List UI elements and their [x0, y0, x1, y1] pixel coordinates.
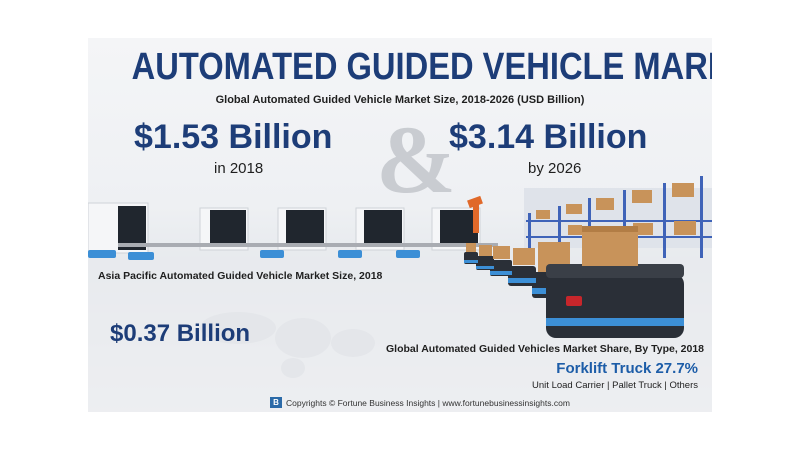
- machine-stations: [88, 202, 498, 254]
- agv-convoy: [464, 226, 684, 338]
- robot-arm: [467, 195, 483, 233]
- warehouse-illustration: [88, 176, 712, 412]
- page-title: AUTOMATED GUIDED VEHICLE MARKET: [131, 46, 712, 88]
- market-2018-label: in 2018: [214, 160, 264, 177]
- asia-pacific-value: $0.37 Billion: [110, 320, 251, 347]
- market-2018-value: $1.53 Billion: [134, 118, 333, 156]
- other-types: Unit Load Carrier | Pallet Truck | Other…: [532, 380, 698, 391]
- infographic-card: AUTOMATED GUIDED VEHICLE MARKET Global A…: [88, 38, 712, 412]
- ampersand-graphic: &: [376, 106, 456, 213]
- small-agvs: [88, 250, 420, 260]
- market-2026-label: by 2026: [528, 160, 582, 177]
- market-share-label: Global Automated Guided Vehicles Market …: [386, 343, 705, 355]
- footer-text: Copyrights © Fortune Business Insights |…: [286, 397, 570, 408]
- footer: B Copyrights © Fortune Business Insights…: [270, 397, 570, 408]
- asia-pacific-label: Asia Pacific Automated Guided Vehicle Ma…: [98, 270, 383, 282]
- forklift-share: Forklift Truck 27.7%: [556, 360, 698, 377]
- page-subtitle: Global Automated Guided Vehicle Market S…: [215, 94, 585, 106]
- fortune-logo-icon: B: [270, 397, 282, 408]
- market-2026-value: $3.14 Billion: [449, 118, 648, 156]
